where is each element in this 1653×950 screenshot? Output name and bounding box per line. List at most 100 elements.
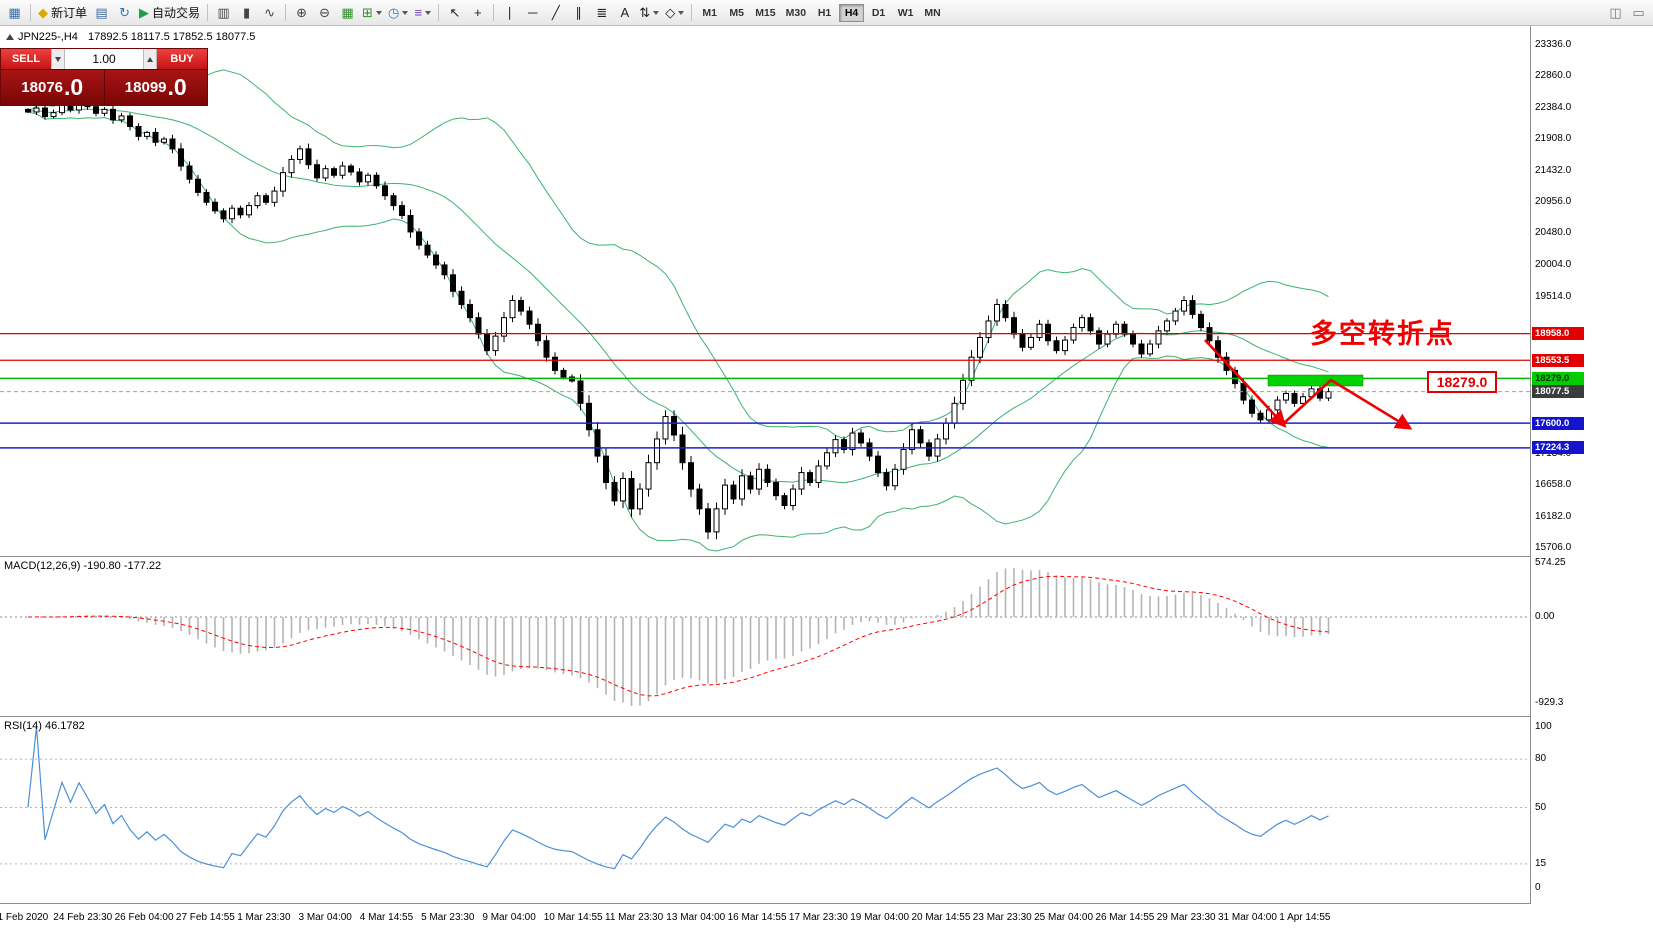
refresh-icon[interactable]: ↻ — [114, 2, 135, 23]
zoom-out-icon[interactable]: ⊖ — [314, 2, 335, 23]
text-icon[interactable]: A — [614, 2, 635, 23]
one-click-toggle-icon[interactable] — [6, 34, 14, 40]
price-callout[interactable]: 18279.0 — [1427, 371, 1497, 393]
rsi-panel[interactable] — [0, 718, 1530, 904]
timeframe-button-h4[interactable]: H4 — [839, 3, 865, 22]
zoom-out-icon: ⊖ — [319, 5, 330, 20]
time-label: 19 Mar 04:00 — [850, 912, 910, 923]
charts-grid-icon[interactable]: ▤ — [91, 2, 112, 23]
price-tag: 17600.0 — [1532, 416, 1584, 430]
terminal-icon[interactable]: ▦ — [4, 2, 25, 23]
sell-price-button[interactable]: 18076.0 — [1, 70, 104, 105]
vertical-line-icon[interactable]: ∣ — [499, 2, 520, 23]
zoom-in-icon[interactable]: ⊕ — [291, 2, 312, 23]
volume-down-icon[interactable] — [51, 49, 65, 69]
main-chart-panel[interactable] — [0, 26, 1530, 556]
timeframe-button-d1[interactable]: D1 — [871, 6, 886, 19]
crosshair-icon: + — [473, 5, 482, 20]
time-label: 4 Mar 14:55 — [359, 912, 414, 923]
period-icon: ◷ — [387, 5, 400, 20]
line-chart-icon: ∿ — [264, 5, 275, 20]
window-layout-icon: ◫ — [1609, 5, 1622, 20]
charts-grid-icon: ▤ — [95, 5, 108, 20]
chevron-down-icon — [402, 10, 409, 15]
trend-arrow — [1204, 339, 1287, 428]
buy-button[interactable]: BUY — [157, 49, 207, 69]
rsi-label: RSI(14) 46.1782 — [4, 720, 85, 732]
period-icon[interactable]: ◷ — [386, 2, 410, 23]
sell-price-main: 18076 — [21, 79, 64, 96]
crosshair-icon[interactable]: + — [467, 2, 488, 23]
price-axis[interactable]: 23336.0 22860.0 22384.0 21908.0 21432.0 20956… — [1530, 26, 1653, 904]
indicators-icon[interactable]: ≡ — [412, 2, 433, 23]
auto-trading-button[interactable]: ▶ 自动交易 — [137, 2, 202, 23]
line-chart-icon[interactable]: ∿ — [259, 2, 280, 23]
arrows-icon[interactable]: ⇅ — [637, 2, 661, 23]
rsi-svg[interactable] — [0, 718, 1530, 904]
time-label: 3 Mar 04:00 — [298, 912, 352, 923]
shapes-icon[interactable]: ◇ — [663, 2, 686, 23]
trendline-icon[interactable]: ╱ — [545, 2, 566, 23]
rsi-scale-label: 100 — [1535, 721, 1552, 732]
cursor-icon[interactable]: ↖ — [444, 2, 465, 23]
main-chart-svg[interactable] — [0, 26, 1530, 556]
new-chart-icon[interactable]: ⊞ — [360, 2, 384, 23]
time-label: 21 Feb 2020 — [0, 912, 49, 923]
time-label: 1 Mar 23:30 — [237, 912, 291, 923]
rsi-timeline-splitter — [0, 903, 1653, 904]
time-label: 17 Mar 23:30 — [788, 912, 848, 923]
buy-price-button[interactable]: 18099.0 — [103, 70, 207, 105]
macd-panel[interactable] — [0, 558, 1530, 714]
price-tick: 23336.0 — [1535, 39, 1572, 50]
chart-objects-layer[interactable] — [1204, 339, 1413, 430]
price-tag: 18077.5 — [1532, 385, 1584, 399]
volume-input[interactable] — [65, 49, 143, 69]
grid-icon[interactable]: ▦ — [337, 2, 358, 23]
timeframe-button-h1[interactable]: H1 — [817, 6, 832, 19]
highlight-zone — [1267, 374, 1364, 387]
time-label: 26 Mar 14:55 — [1095, 912, 1155, 923]
timeframe-button-w1[interactable]: W1 — [897, 6, 914, 19]
sell-price-frac: .0 — [64, 74, 84, 100]
time-label: 29 Mar 23:30 — [1156, 912, 1216, 923]
macd-rsi-splitter[interactable] — [0, 716, 1653, 717]
timeframe-button-m1[interactable]: M1 — [702, 6, 717, 19]
sell-button[interactable]: SELL — [1, 49, 51, 69]
macd-signal-line — [27, 575, 1329, 697]
toolbar-separator — [285, 4, 287, 21]
bar-chart-icon[interactable]: ▥ — [213, 2, 234, 23]
timeframe-button-mn[interactable]: MN — [924, 6, 941, 19]
cursor-icon: ↖ — [449, 5, 461, 20]
timeframe-button-m5[interactable]: M5 — [729, 6, 744, 19]
new-chart-icon: ⊞ — [362, 5, 373, 20]
fullscreen-icon[interactable]: ▭ — [1628, 2, 1649, 23]
fullscreen-icon: ▭ — [1632, 5, 1645, 20]
fibonacci-icon[interactable]: ≣ — [591, 2, 612, 23]
price-tick: 22384.0 — [1535, 101, 1572, 113]
text-icon: A — [620, 5, 630, 20]
new-order-button[interactable]: ◆ 新订单 — [36, 2, 89, 23]
timeframe-button-m15[interactable]: M15 — [755, 6, 776, 19]
annotation-text[interactable]: 多空转折点 — [1310, 319, 1455, 349]
chevron-down-icon — [425, 10, 432, 15]
candlestick-chart-icon[interactable]: ▮ — [236, 2, 257, 23]
macd-scale-label: 574.25 — [1535, 557, 1566, 568]
chart-title: JPN225-,H4 17892.5 18117.5 17852.5 18077… — [18, 31, 255, 43]
channel-icon[interactable]: ∥ — [568, 2, 589, 23]
fibonacci-icon: ≣ — [596, 5, 608, 20]
window-layout-icon[interactable]: ◫ — [1605, 2, 1626, 23]
time-label: 23 Mar 23:30 — [972, 912, 1032, 923]
horizontal-line-icon[interactable]: ─ — [522, 2, 543, 23]
timeframe-button-m30[interactable]: M30 — [785, 6, 807, 19]
refresh-icon: ↻ — [119, 5, 130, 20]
time-label: 25 Mar 04:00 — [1034, 912, 1094, 923]
macd-svg[interactable] — [0, 558, 1530, 714]
volume-up-icon[interactable] — [143, 49, 157, 69]
buy-price-frac: .0 — [167, 74, 187, 100]
time-label: 13 Mar 04:00 — [666, 912, 726, 923]
chart-macd-splitter[interactable] — [0, 556, 1653, 557]
trendline-icon: ╱ — [551, 5, 560, 20]
chart-window[interactable]: JPN225-,H4 17892.5 18117.5 17852.5 18077… — [0, 26, 1653, 950]
price-tick: 20004.0 — [1535, 258, 1572, 270]
